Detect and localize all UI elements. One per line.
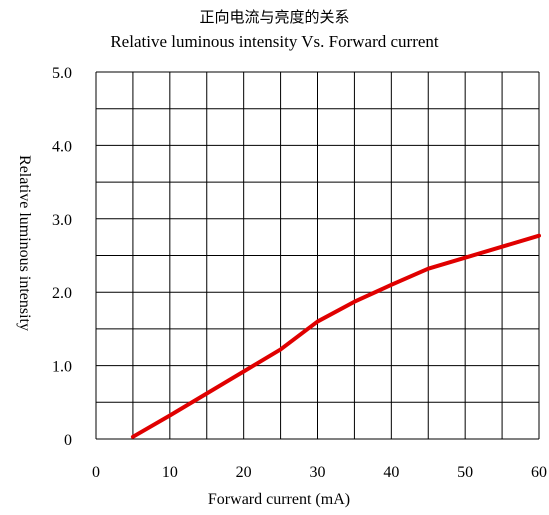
y-tick-label: 4.0 [52, 138, 72, 155]
y-tick-label: 3.0 [52, 212, 72, 229]
x-axis-label: Forward current (mA) [208, 491, 350, 508]
x-tick-label: 20 [236, 464, 252, 481]
y-tick-label: 1.0 [52, 359, 72, 376]
x-tick-label: 10 [162, 464, 178, 481]
grid [95, 71, 540, 440]
y-tick-label: 5.0 [52, 65, 72, 82]
chart-subtitle: Relative luminous intensity Vs. Forward … [110, 32, 439, 51]
y-tick-label: 0 [64, 432, 72, 449]
series-line [130, 233, 541, 439]
chart-title: 正向电流与亮度的关系 [199, 8, 350, 26]
x-tick-label: 40 [383, 464, 399, 481]
x-tick-label: 30 [310, 464, 326, 481]
tick-labels: 0 10 20 30 40 50 60 0 1.0 2.0 3.0 4.0 5.0 [52, 65, 547, 481]
x-tick-label: 0 [92, 464, 100, 481]
x-tick-label: 60 [531, 464, 547, 481]
y-tick-label: 2.0 [52, 285, 72, 302]
series-layer [130, 233, 541, 439]
y-axis-label: Relative luminous intensity [16, 155, 33, 331]
x-tick-label: 50 [457, 464, 473, 481]
